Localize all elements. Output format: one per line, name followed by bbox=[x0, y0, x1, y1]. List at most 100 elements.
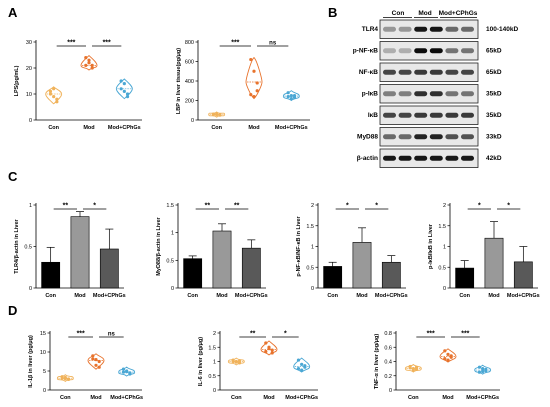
blot-band bbox=[461, 112, 474, 118]
blot-band bbox=[429, 69, 443, 75]
data-point bbox=[60, 376, 64, 380]
data-point bbox=[443, 357, 447, 361]
y-axis-label: TLR4/β-actin in Liver bbox=[14, 218, 20, 273]
y-tick-label: 1.5 bbox=[166, 203, 174, 209]
blot-band bbox=[398, 69, 412, 75]
data-point bbox=[443, 349, 447, 353]
data-point bbox=[255, 81, 259, 85]
chart-d2: 0 0.5 1 1.5 2 IL-6 in liver (pg/μg) Con Mod Mod+… bbox=[198, 331, 318, 402]
chart-d1: 0 5 10 15 IL-1β in liver (pg/μg) Con Mod Mod+CP… bbox=[28, 331, 143, 402]
blot-band bbox=[414, 69, 428, 75]
violin-outline bbox=[293, 357, 311, 373]
significance-label: ** bbox=[234, 203, 240, 210]
blot-band bbox=[383, 91, 396, 97]
panel-label-b: B bbox=[328, 5, 337, 20]
data-point bbox=[55, 100, 59, 104]
blot-band bbox=[383, 69, 396, 75]
blot-band bbox=[414, 112, 428, 118]
panel-label-a: A bbox=[8, 5, 18, 20]
y-axis-label: IL-6 in liver (pg/μg) bbox=[198, 337, 204, 386]
blot-band bbox=[398, 26, 412, 32]
y-tick-label: 30 bbox=[26, 40, 32, 46]
x-tick-label: Mod bbox=[90, 395, 101, 401]
data-point bbox=[289, 96, 293, 101]
significance-label: *** bbox=[103, 40, 111, 47]
violin-outline bbox=[474, 364, 492, 375]
blot-band bbox=[461, 91, 474, 97]
y-tick-label: 1 bbox=[213, 360, 216, 366]
y-tick-label: 0.6 bbox=[384, 345, 392, 351]
bar bbox=[99, 248, 119, 289]
data-point bbox=[408, 366, 412, 370]
significance-label: * bbox=[507, 203, 510, 210]
y-tick-label: 2 bbox=[213, 331, 216, 337]
data-point bbox=[97, 359, 101, 364]
y-tick-label: 0.5 bbox=[208, 374, 216, 380]
data-point bbox=[87, 58, 91, 62]
blot-frame bbox=[379, 41, 479, 61]
y-tick-label: 1 bbox=[443, 245, 446, 251]
violin-outline bbox=[56, 374, 74, 382]
blot-frame bbox=[379, 19, 479, 39]
y-axis-label: TNF-α in liver (pg/μg) bbox=[374, 334, 380, 389]
y-tick-label: 1 bbox=[311, 245, 314, 251]
bar bbox=[455, 267, 475, 289]
data-point bbox=[52, 95, 56, 99]
significance-label: * bbox=[346, 203, 349, 210]
y-tick-label: 0 bbox=[29, 118, 32, 124]
bar bbox=[212, 230, 232, 289]
blot-band bbox=[398, 91, 412, 97]
y-tick-label: 15 bbox=[40, 331, 46, 337]
blot-band bbox=[383, 155, 396, 161]
y-axis-label: LPS(pg/mL) bbox=[14, 65, 20, 96]
y-tick-label: 200 bbox=[185, 99, 194, 105]
data-point bbox=[296, 358, 301, 362]
chart-a1: 0 10 20 30 LPS(pg/mL) Con Mod Mod+CPhGs *** *** bbox=[14, 40, 142, 131]
violin-outline bbox=[87, 353, 105, 370]
data-point bbox=[286, 91, 290, 95]
blot-band bbox=[383, 48, 396, 54]
x-tick-label: Mod+CPhGs bbox=[507, 293, 540, 299]
data-point bbox=[48, 92, 53, 96]
blot-group-label: Mod+CPhGs bbox=[439, 10, 478, 17]
data-point bbox=[125, 369, 129, 373]
data-point bbox=[303, 364, 307, 368]
panel-label-c: C bbox=[8, 169, 18, 184]
blot-frame bbox=[379, 148, 479, 168]
data-point bbox=[477, 370, 482, 374]
blot-band bbox=[445, 155, 459, 161]
y-tick-label: 800 bbox=[185, 40, 194, 46]
y-axis-label: p-NF-κB/NF-κB in Liver bbox=[296, 216, 302, 277]
data-point bbox=[270, 348, 274, 352]
significance-label: ** bbox=[250, 331, 256, 338]
y-tick-label: 1 bbox=[29, 203, 32, 209]
data-point bbox=[218, 113, 222, 117]
protein-label: IκB bbox=[368, 112, 378, 119]
violin-outline bbox=[282, 90, 300, 102]
data-point bbox=[231, 359, 235, 364]
blot-band bbox=[398, 112, 412, 118]
y-tick-label: 1.5 bbox=[208, 345, 216, 351]
data-point bbox=[94, 358, 98, 362]
protein-label: β-actin bbox=[357, 155, 378, 162]
data-point bbox=[211, 112, 216, 116]
significance-label: *** bbox=[231, 40, 239, 47]
bar bbox=[41, 261, 61, 289]
blot-band bbox=[461, 155, 474, 161]
y-tick-label: 20 bbox=[26, 66, 32, 72]
data-point bbox=[252, 95, 256, 99]
y-tick-label: 10 bbox=[40, 350, 46, 356]
y-axis-label: p-IκB/IκB in Liver bbox=[428, 223, 434, 269]
data-point bbox=[481, 367, 485, 371]
data-point bbox=[484, 367, 488, 371]
blot-band bbox=[429, 112, 443, 118]
data-point bbox=[90, 63, 94, 67]
blot-band bbox=[429, 26, 443, 32]
blot-group-label: Mod bbox=[418, 10, 431, 17]
violin-outline bbox=[208, 111, 226, 118]
bar bbox=[513, 261, 533, 289]
data-point bbox=[292, 94, 297, 98]
chart-c2: 0 0.5 1 1.5 MyD88/β-actin in Liver Con Mod Mod+… bbox=[156, 203, 268, 300]
